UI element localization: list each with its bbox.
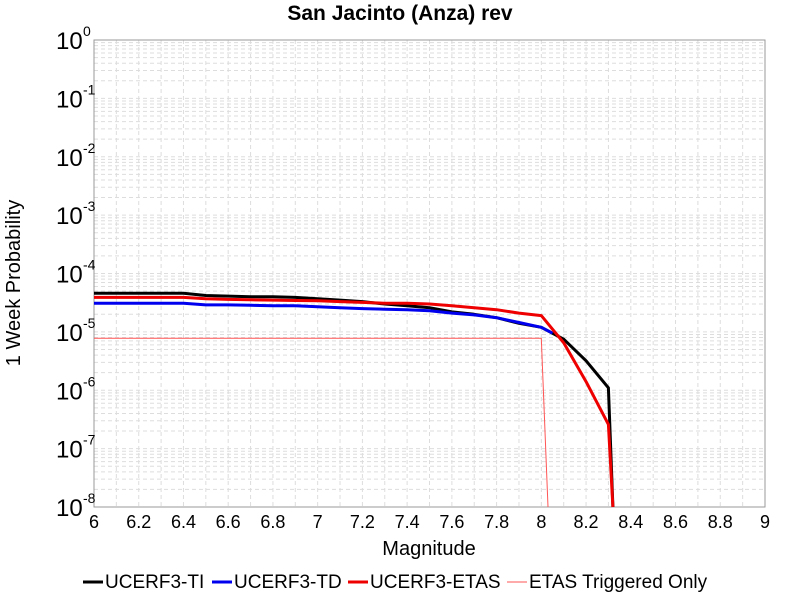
series-line-etas-triggered-only: [94, 337, 549, 508]
legend-label: UCERF3-ETAS: [370, 572, 501, 593]
y-tick-exponent: -5: [83, 315, 96, 331]
x-tick-label: 7: [313, 512, 323, 532]
y-tick-exponent: -7: [83, 432, 96, 448]
y-tick-label: 10 0: [56, 23, 91, 55]
y-tick-exponent: -1: [83, 81, 96, 97]
x-tick-label: 7.2: [350, 512, 375, 532]
x-axis-ticks: 6 6.2 6.4 6.6 6.8 7 7.2 7.4 7.6 7.8 8 8.2 8.4 8.6 8.8 9: [89, 512, 770, 532]
plot-area: [93, 39, 766, 508]
y-tick-label: 10 -3: [56, 198, 96, 230]
y-tick-base: 10: [56, 320, 83, 347]
x-tick-label: 6: [89, 512, 99, 532]
y-tick-base: 10: [56, 203, 83, 230]
x-tick-label: 9: [760, 512, 770, 532]
y-tick-base: 10: [56, 145, 83, 172]
legend-item: UCERF3-TI: [83, 572, 204, 593]
x-tick-label: 7.6: [439, 512, 464, 532]
legend-label: UCERF3-TI: [105, 572, 204, 593]
x-tick-label: 6.8: [260, 512, 285, 532]
x-tick-label: 7.4: [395, 512, 420, 532]
legend: UCERF3-TI UCERF3-TD UCERF3-ETAS ETAS Trigge…: [83, 572, 708, 593]
legend-item: UCERF3-ETAS: [348, 572, 501, 593]
y-axis-label: 1 Week Probability: [3, 200, 25, 366]
y-tick-label: 10 -2: [56, 140, 96, 172]
y-tick-base: 10: [56, 437, 83, 464]
x-axis-label: Magnitude: [382, 538, 475, 560]
chart-title: San Jacinto (Anza) rev: [287, 2, 513, 25]
y-tick-exponent: -4: [83, 257, 96, 273]
series-lines: [94, 291, 615, 508]
y-tick-label: 10 -1: [56, 81, 96, 113]
y-tick-exponent: -6: [83, 373, 96, 389]
y-tick-base: 10: [56, 86, 83, 113]
y-tick-label: 10 -6: [56, 373, 96, 405]
x-tick-label: 8.4: [618, 512, 643, 532]
legend-label: ETAS Triggered Only: [529, 572, 708, 593]
x-tick-label: 8.2: [574, 512, 599, 532]
y-tick-label: 10 -8: [56, 490, 96, 522]
grid: [94, 40, 766, 508]
y-tick-exponent: -3: [83, 198, 96, 214]
x-tick-label: 8.6: [663, 512, 688, 532]
x-tick-label: 6.2: [126, 512, 151, 532]
y-tick-base: 10: [56, 495, 83, 522]
legend-item: ETAS Triggered Only: [507, 572, 708, 593]
y-tick-label: 10 -4: [56, 257, 96, 289]
y-tick-label: 10 -5: [56, 315, 96, 347]
y-tick-base: 10: [56, 28, 83, 55]
y-tick-base: 10: [56, 262, 83, 289]
y-tick-exponent: -2: [83, 140, 96, 156]
y-tick-exponent: 0: [83, 23, 91, 39]
x-tick-label: 7.8: [484, 512, 509, 532]
y-tick-exponent: -8: [83, 490, 96, 506]
legend-label: UCERF3-TD: [234, 572, 342, 593]
x-tick-label: 6.4: [171, 512, 196, 532]
x-tick-label: 8: [536, 512, 546, 532]
legend-item: UCERF3-TD: [212, 572, 342, 593]
y-tick-base: 10: [56, 378, 83, 405]
y-tick-label: 10 -7: [56, 432, 96, 464]
x-tick-label: 8.8: [708, 512, 733, 532]
series-line-ucerf3-etas: [94, 295, 615, 508]
x-tick-label: 6.6: [216, 512, 241, 532]
series-line-ucerf3-td: [94, 301, 554, 335]
